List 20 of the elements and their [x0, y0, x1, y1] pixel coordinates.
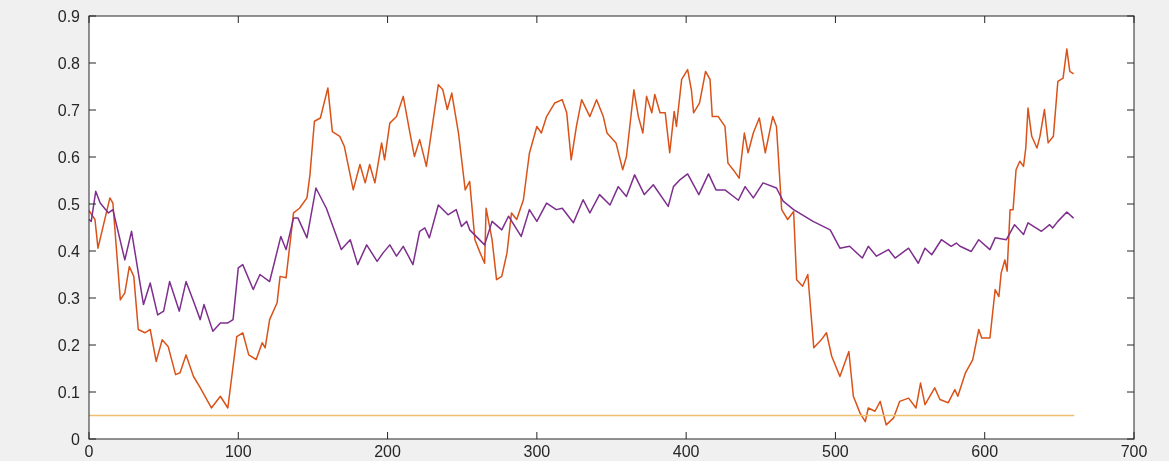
y-tick-label: 0.5 [57, 195, 81, 213]
y-tick-label: 0 [71, 430, 81, 448]
y-tick-label: 0.7 [57, 101, 81, 119]
line-series [88, 173, 1075, 333]
y-tick-label: 0.9 [57, 7, 81, 25]
y-tick-label: 0.6 [57, 148, 81, 166]
line-series [88, 48, 1075, 426]
y-tick-label: 0.2 [57, 336, 81, 354]
x-tick-label: 500 [822, 443, 849, 460]
y-tick-label: 0.4 [57, 242, 81, 260]
x-tick-label: 300 [523, 443, 551, 460]
x-tick-label: 700 [1120, 443, 1148, 460]
x-tick-label: 0 [84, 443, 94, 460]
y-tick-label: 0.3 [57, 289, 81, 307]
y-tick-label: 0.1 [57, 383, 81, 401]
x-tick-label: 600 [971, 443, 999, 460]
x-tick-label: 100 [224, 443, 252, 460]
x-tick-label: 400 [672, 443, 700, 460]
x-tick-label: 200 [374, 443, 402, 460]
y-tick-label: 0.8 [57, 54, 81, 72]
